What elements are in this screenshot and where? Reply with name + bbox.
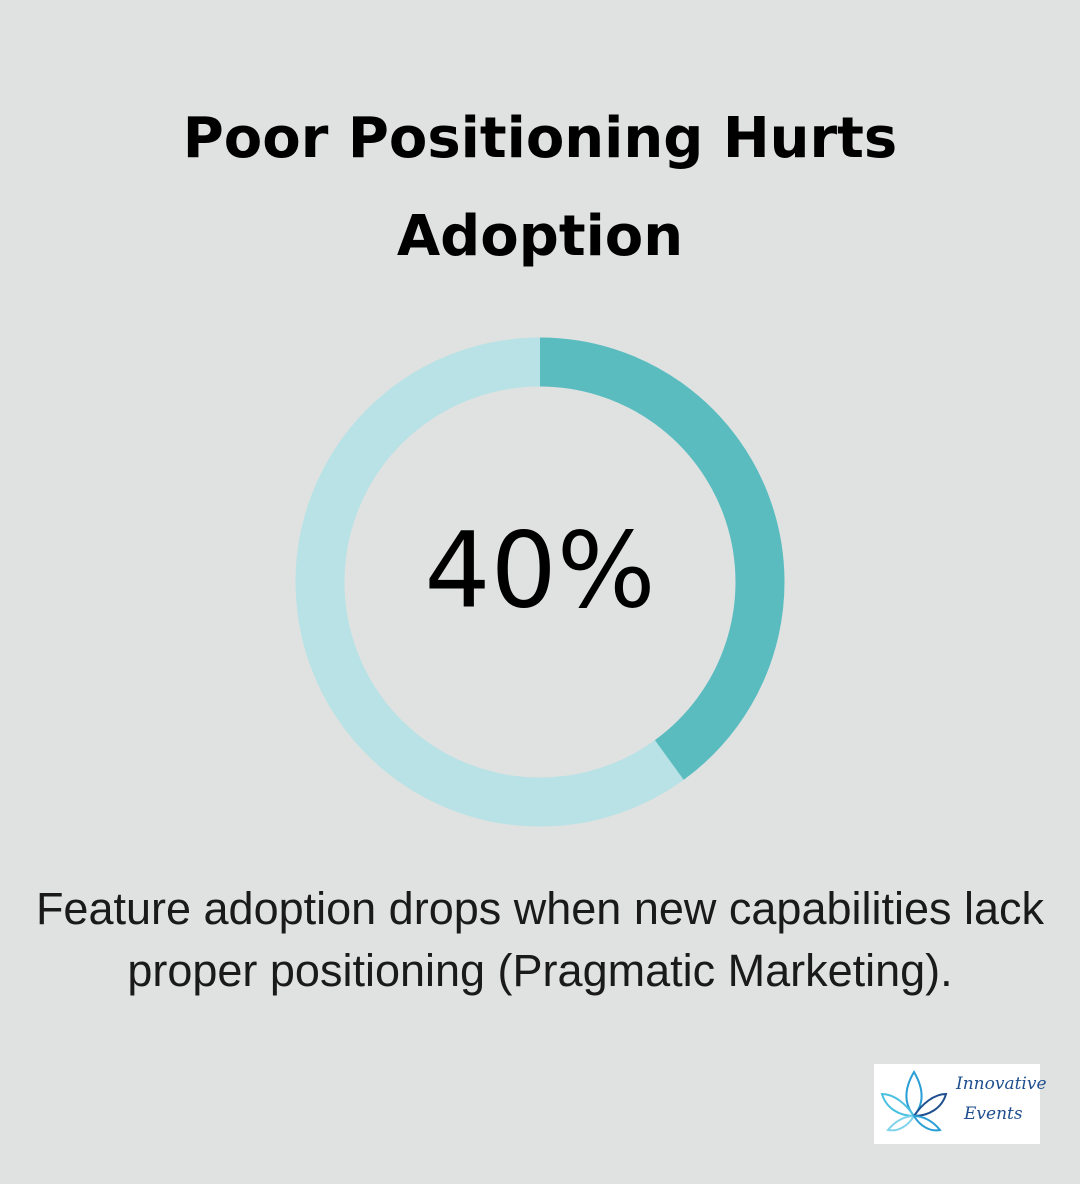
chart-title: Poor Positioning Hurts Adoption (182, 106, 898, 269)
logo-text: Events (964, 1104, 1023, 1124)
chart: 40% (295, 337, 785, 827)
caption: Feature adoption drops when new capabili… (35, 883, 1045, 996)
logo-text: Innovative (956, 1074, 1047, 1094)
logo: Innovative Events (874, 1064, 1047, 1144)
donut-segment (539, 337, 785, 780)
logo-icon (880, 1070, 948, 1132)
value-label: 40% (424, 509, 655, 631)
